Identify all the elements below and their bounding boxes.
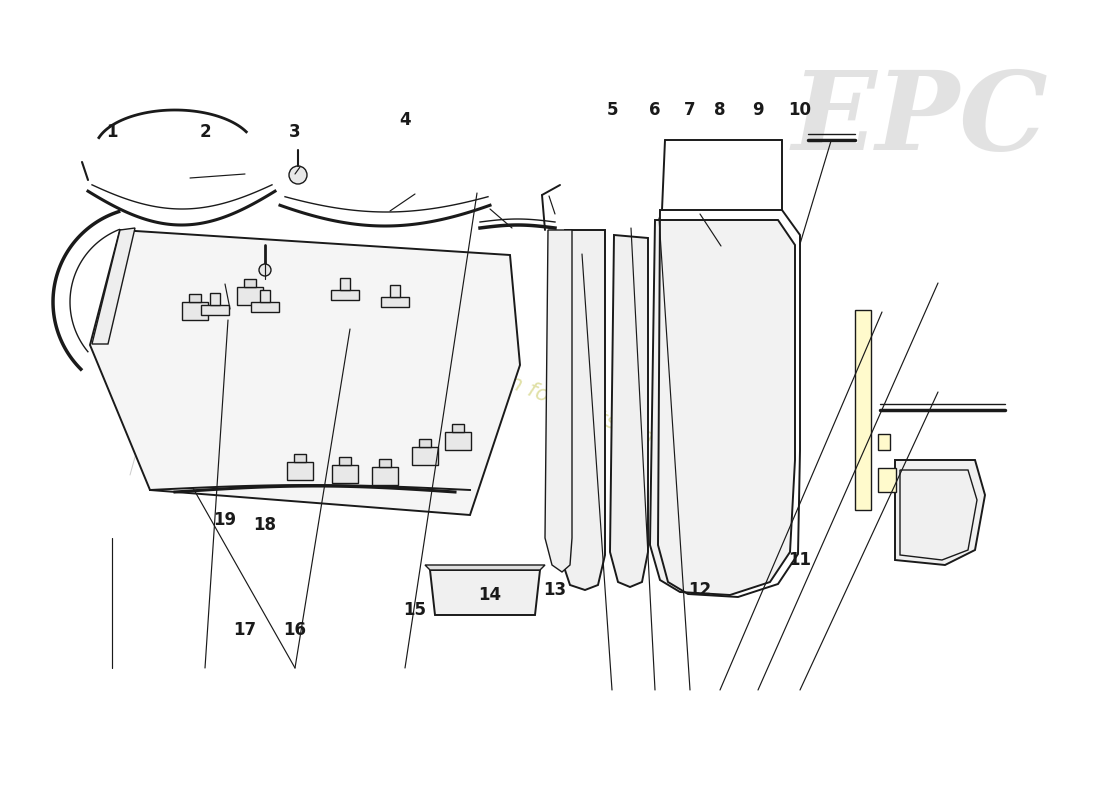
Text: 3: 3 (289, 123, 300, 141)
Bar (390, 285, 400, 297)
Polygon shape (895, 460, 984, 565)
Bar (339, 457, 351, 465)
Bar (340, 278, 350, 290)
Text: 7: 7 (684, 101, 696, 119)
Text: 19: 19 (213, 511, 236, 529)
Bar (372, 467, 398, 485)
Text: 2: 2 (199, 123, 211, 141)
Bar (244, 279, 256, 287)
Bar (331, 290, 359, 300)
Text: EPC: EPC (792, 66, 1048, 174)
Bar (379, 459, 390, 467)
Text: 6: 6 (649, 101, 661, 119)
Polygon shape (425, 565, 544, 570)
Bar (260, 290, 270, 302)
Bar (294, 454, 306, 462)
Polygon shape (560, 230, 605, 590)
Bar (878, 468, 896, 492)
Bar (452, 424, 464, 432)
Bar (381, 297, 409, 307)
Bar (182, 302, 208, 320)
Text: 14: 14 (478, 586, 502, 604)
Polygon shape (92, 228, 135, 344)
Text: 8: 8 (714, 101, 726, 119)
Bar (201, 305, 229, 315)
Text: 15: 15 (404, 601, 427, 619)
Text: 9: 9 (752, 101, 763, 119)
Polygon shape (90, 230, 520, 515)
Text: 4: 4 (399, 111, 410, 129)
Bar (287, 462, 314, 480)
Bar (878, 434, 890, 450)
Polygon shape (544, 230, 572, 572)
Text: 18: 18 (253, 516, 276, 534)
Polygon shape (610, 235, 648, 587)
Bar (210, 293, 220, 305)
Circle shape (289, 166, 307, 184)
Bar (251, 302, 279, 312)
Bar (412, 447, 438, 465)
Text: a passion for parts since 1985: a passion for parts since 1985 (420, 338, 739, 482)
Text: 13: 13 (543, 581, 566, 599)
Text: 17: 17 (233, 621, 256, 639)
Text: 5: 5 (606, 101, 618, 119)
Bar (332, 465, 358, 483)
Circle shape (258, 264, 271, 276)
Bar (855, 310, 871, 510)
Text: 11: 11 (789, 551, 812, 569)
Text: 1: 1 (107, 123, 118, 141)
Bar (236, 287, 263, 305)
Polygon shape (650, 220, 795, 595)
Polygon shape (430, 570, 540, 615)
Bar (189, 294, 201, 302)
Bar (446, 432, 471, 450)
Bar (419, 439, 431, 447)
Text: 10: 10 (789, 101, 812, 119)
Text: 16: 16 (284, 621, 307, 639)
Text: 12: 12 (689, 581, 712, 599)
